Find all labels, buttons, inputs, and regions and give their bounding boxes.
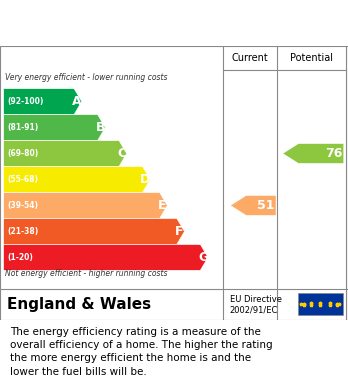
Text: A: A [72,95,82,108]
Text: (69-80): (69-80) [7,149,38,158]
Text: G: G [198,251,208,264]
Polygon shape [3,192,167,219]
Text: (81-91): (81-91) [7,123,38,132]
Text: E: E [158,199,167,212]
Polygon shape [3,167,150,192]
Text: (21-38): (21-38) [7,227,38,236]
Text: The energy efficiency rating is a measure of the
overall efficiency of a home. T: The energy efficiency rating is a measur… [10,327,273,377]
Text: (39-54): (39-54) [7,201,38,210]
Text: B: B [96,121,105,134]
Text: 51: 51 [257,199,275,212]
Text: Potential: Potential [290,53,333,63]
Polygon shape [3,140,127,167]
Polygon shape [3,88,82,115]
Polygon shape [230,196,276,215]
Text: (1-20): (1-20) [7,253,33,262]
Text: (55-68): (55-68) [7,175,38,184]
Polygon shape [3,219,184,244]
Text: 2002/91/EC: 2002/91/EC [230,306,278,315]
Text: (92-100): (92-100) [7,97,44,106]
Text: Current: Current [231,53,268,63]
Text: EU Directive: EU Directive [230,295,282,304]
Polygon shape [3,244,208,271]
Bar [298,293,343,316]
Polygon shape [283,143,344,163]
Text: Energy Efficiency Rating: Energy Efficiency Rating [10,16,220,30]
Text: Very energy efficient - lower running costs: Very energy efficient - lower running co… [5,73,168,82]
Text: D: D [140,173,150,186]
Text: Not energy efficient - higher running costs: Not energy efficient - higher running co… [5,269,168,278]
Text: C: C [117,147,126,160]
Text: 76: 76 [325,147,342,160]
Text: F: F [175,225,184,238]
Polygon shape [3,115,105,140]
Text: England & Wales: England & Wales [7,297,151,312]
